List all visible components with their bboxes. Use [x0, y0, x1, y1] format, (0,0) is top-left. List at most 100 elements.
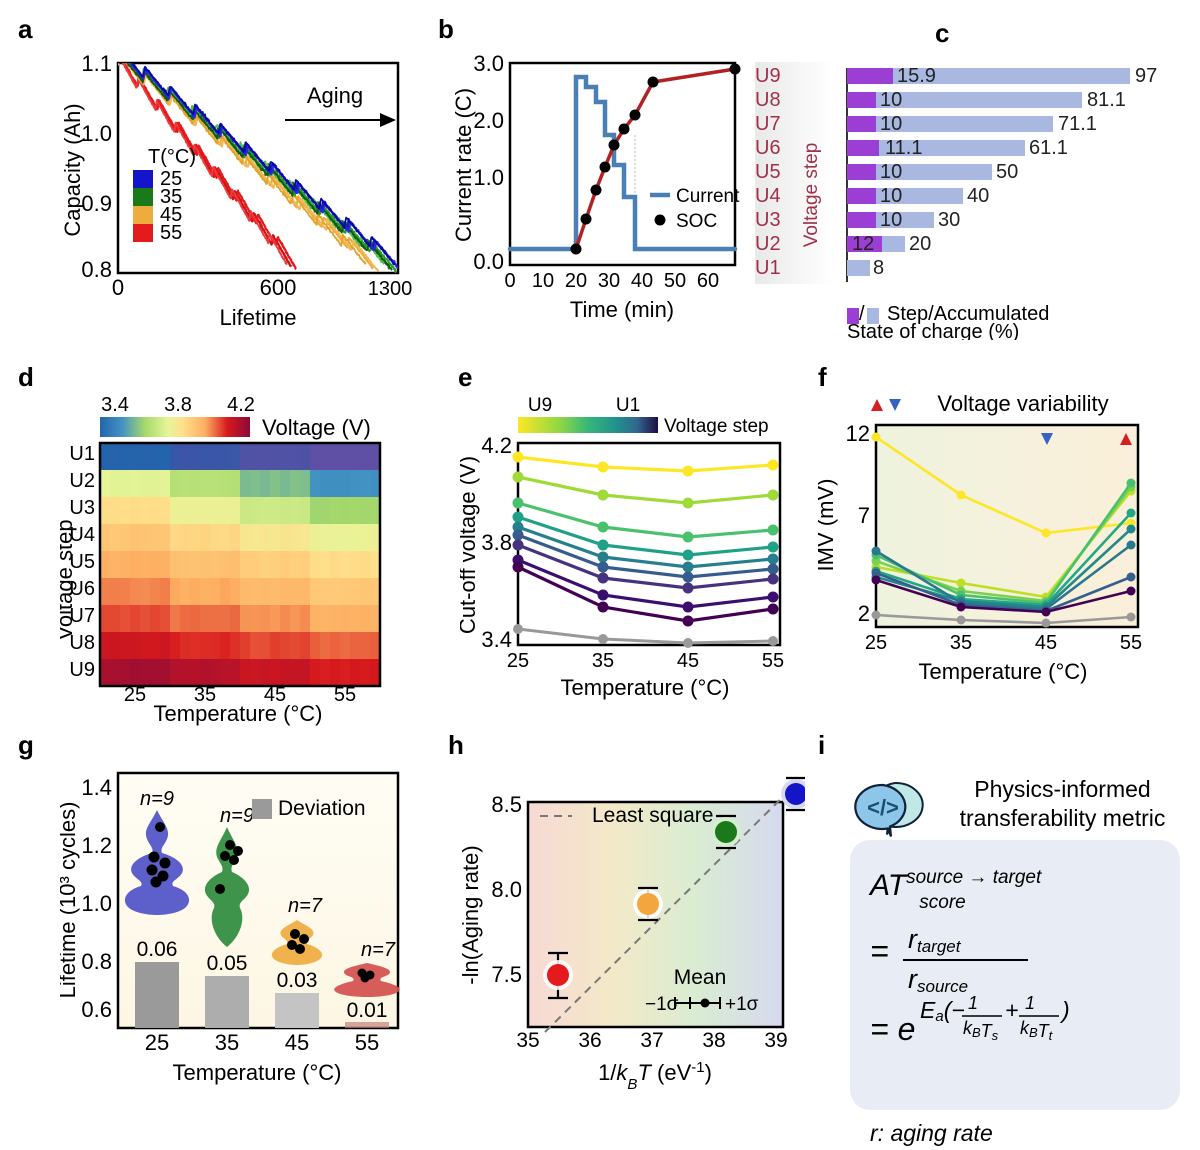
svg-text:U3: U3 [69, 497, 95, 519]
svg-text:25: 25 [145, 1030, 169, 1055]
svg-text:): ) [1059, 997, 1070, 1023]
svg-text:0.0: 0.0 [473, 249, 504, 274]
svg-text:IMV (mV): IMV (mV) [818, 479, 838, 572]
svg-text:35: 35 [950, 632, 972, 654]
svg-text:kBTs: kBTs [963, 1018, 999, 1043]
svg-text:0: 0 [112, 275, 124, 300]
svg-text:=: = [870, 933, 889, 969]
svg-text:Current rate (C): Current rate (C) [455, 88, 476, 242]
svg-text:10: 10 [532, 270, 554, 292]
svg-text:2.0: 2.0 [473, 108, 504, 133]
svg-text:0.9: 0.9 [81, 191, 112, 216]
svg-text:Voltage variability: Voltage variability [937, 395, 1108, 416]
svg-text:1.0: 1.0 [81, 891, 112, 916]
svg-text:39: 39 [764, 1029, 787, 1052]
svg-text:0.6: 0.6 [81, 997, 112, 1022]
svg-text:1/kBT (eV-1): 1/kBT (eV-1) [598, 1059, 712, 1093]
svg-text:U4: U4 [755, 185, 781, 207]
svg-text:U6: U6 [755, 137, 781, 159]
svg-text:U9: U9 [755, 65, 781, 87]
svg-text:60: 60 [697, 270, 719, 292]
svg-text:50: 50 [664, 270, 686, 292]
svg-text:55: 55 [1120, 632, 1142, 654]
svg-text:30: 30 [598, 270, 620, 292]
svg-text:+1σ: +1σ [725, 994, 759, 1015]
svg-text:3.8: 3.8 [481, 530, 512, 555]
svg-text:Temperature (°C): Temperature (°C) [173, 1060, 342, 1085]
svg-text:+: + [1005, 997, 1018, 1023]
svg-text:0.03: 0.03 [277, 969, 318, 992]
svg-text:Cut-off voltage (V): Cut-off voltage (V) [460, 456, 480, 634]
svg-text:0.01: 0.01 [347, 999, 388, 1022]
svg-text:U9: U9 [528, 395, 552, 416]
svg-text:Temperature (°C): Temperature (°C) [919, 659, 1088, 684]
svg-text:3.4: 3.4 [101, 395, 129, 416]
svg-text:Mean: Mean [674, 966, 727, 989]
svg-text:1.0: 1.0 [473, 165, 504, 190]
svg-text:10: 10 [880, 89, 902, 111]
svg-text:</>: </> [867, 795, 899, 820]
svg-text:55: 55 [160, 222, 182, 244]
svg-text:20: 20 [909, 233, 931, 255]
svg-text:−1σ: −1σ [645, 994, 679, 1015]
svg-text:11.1: 11.1 [885, 137, 922, 159]
svg-text:State of charge (%): State of charge (%) [847, 321, 1019, 340]
svg-text:20: 20 [565, 270, 587, 292]
svg-text:U5: U5 [755, 161, 781, 183]
svg-text:n=9: n=9 [220, 805, 254, 827]
svg-text:SOC: SOC [676, 211, 717, 232]
svg-text:U2: U2 [755, 233, 781, 255]
svg-text:U1: U1 [616, 395, 640, 416]
svg-text:= e: = e [870, 1011, 915, 1047]
svg-text:1: 1 [968, 993, 978, 1013]
svg-text:30: 30 [938, 209, 960, 231]
svg-text:97: 97 [1135, 65, 1157, 87]
svg-text:61.1: 61.1 [1029, 137, 1068, 159]
svg-text:Lifetime (10³ cycles): Lifetime (10³ cycles) [60, 802, 80, 999]
svg-text:25: 25 [865, 632, 887, 654]
svg-text:50: 50 [996, 161, 1018, 183]
svg-text:1300: 1300 [368, 278, 413, 300]
svg-text:8: 8 [873, 257, 884, 279]
svg-text:15.9: 15.9 [897, 65, 936, 87]
svg-text:Capacity (Ah): Capacity (Ah) [60, 103, 85, 236]
svg-text:1: 1 [1025, 993, 1035, 1013]
svg-text:81.1: 81.1 [1087, 89, 1126, 111]
svg-text:0.8: 0.8 [81, 949, 112, 974]
svg-text:35: 35 [516, 1029, 539, 1052]
svg-text:4.2: 4.2 [481, 433, 512, 458]
svg-text:3.4: 3.4 [481, 627, 512, 652]
svg-text:600: 600 [260, 275, 297, 300]
svg-text:n=9: n=9 [140, 788, 174, 810]
svg-text:U8: U8 [755, 89, 781, 111]
svg-text:35: 35 [592, 650, 614, 672]
svg-text:0: 0 [504, 270, 515, 292]
svg-text:0.06: 0.06 [137, 938, 178, 961]
svg-text:55: 55 [762, 650, 784, 672]
svg-text:37: 37 [640, 1029, 663, 1052]
svg-text:10: 10 [880, 185, 902, 207]
svg-text:45: 45 [285, 1030, 309, 1055]
svg-text:40: 40 [967, 185, 989, 207]
svg-text:1.1: 1.1 [81, 55, 112, 76]
svg-text:3.0: 3.0 [473, 55, 504, 76]
svg-text:rsource: rsource [908, 964, 968, 996]
svg-text:7: 7 [858, 503, 870, 528]
svg-text:Temperature (°C): Temperature (°C) [561, 675, 730, 700]
svg-text:U3: U3 [755, 209, 781, 231]
svg-text:71.1: 71.1 [1058, 113, 1097, 135]
svg-text:1.2: 1.2 [81, 833, 112, 858]
svg-text:10: 10 [880, 113, 902, 135]
svg-text:Voltage step: Voltage step [60, 519, 77, 640]
svg-text:Voltage step: Voltage step [664, 416, 769, 437]
svg-text:12: 12 [846, 421, 870, 446]
svg-text:1.4: 1.4 [81, 775, 112, 800]
svg-text:40: 40 [631, 270, 653, 292]
svg-text:Least square: Least square [592, 804, 713, 827]
svg-text:10: 10 [880, 209, 902, 231]
svg-text:0.8: 0.8 [81, 257, 112, 282]
svg-text:2: 2 [858, 601, 870, 626]
svg-text:Aging: Aging [307, 83, 363, 108]
svg-text:8.5: 8.5 [491, 792, 522, 817]
